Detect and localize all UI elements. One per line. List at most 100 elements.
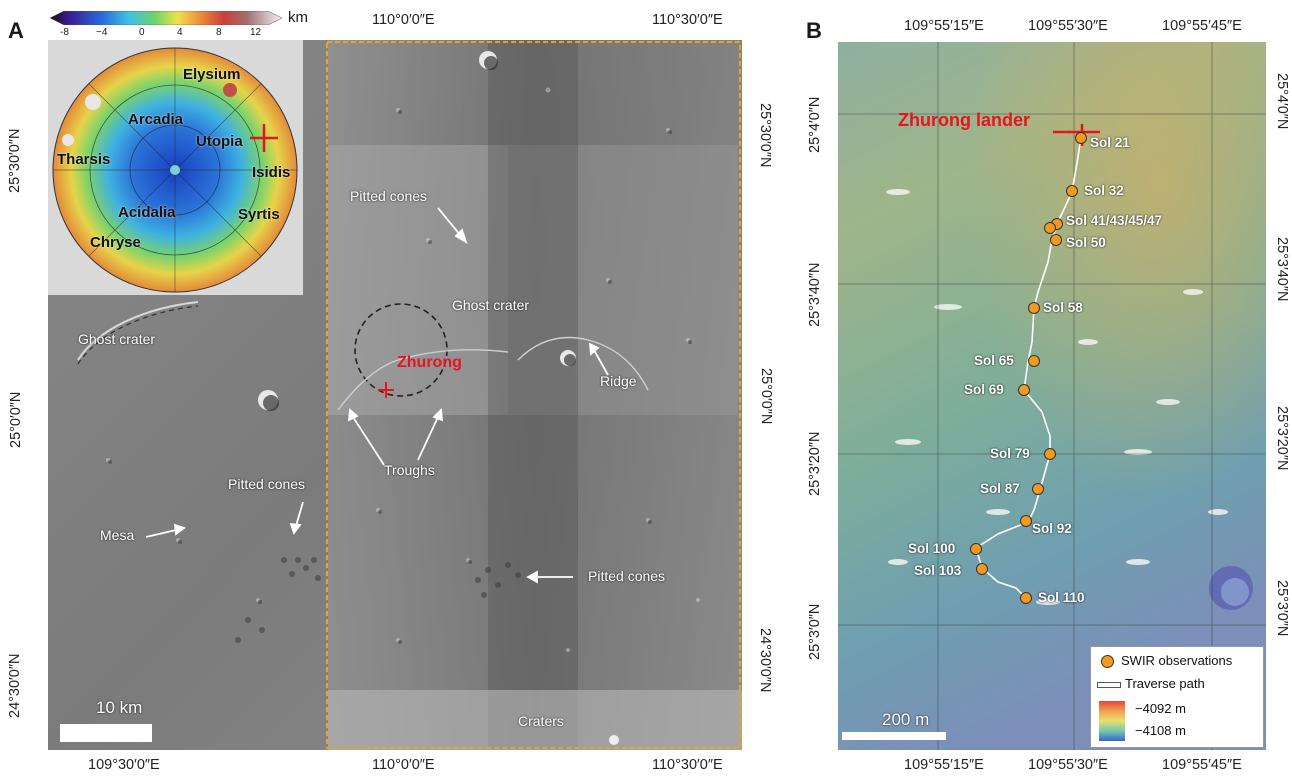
panel-a-right-tick-1: 25°30′0″N: [757, 103, 773, 168]
panel-a-top-tick-2: 110°30′0″E: [652, 12, 723, 28]
sol-label-32: Sol 32: [1084, 183, 1124, 198]
globe-label-chryse: Chryse: [90, 234, 141, 251]
sol-label-110: Sol 110: [1038, 590, 1085, 605]
sol-87-marker: [1032, 483, 1044, 495]
colorbar-tick-1: -8: [60, 27, 69, 38]
sol-label-50: Sol 50: [1066, 235, 1106, 250]
panel-a-scalebar-label: 10 km: [96, 698, 143, 717]
panel-b-left-tick-3: 25°3′20″N: [807, 431, 823, 496]
traverse-path: [975, 136, 1082, 599]
colorbar-tick-3: 0: [139, 27, 145, 38]
panel-b-right-tick-1: 25°4′0″N: [1274, 73, 1290, 130]
sol-label-79: Sol 79: [990, 446, 1030, 461]
panel-a-bottom-tick-3: 110°30′0″E: [652, 757, 723, 773]
label-pitted-cones-bottom: Pitted cones: [588, 568, 666, 584]
panel-b-top-tick-2: 109°55′30″E: [1028, 18, 1108, 34]
label-ridge: Ridge: [600, 373, 637, 389]
colorbar-tick-6: 12: [250, 27, 262, 38]
colorbar-unit: km: [288, 9, 308, 26]
sol-110-marker: [1020, 592, 1032, 604]
sol-50-marker: [1050, 234, 1062, 246]
sol-label-65: Sol 65: [974, 353, 1014, 368]
panel-b-bottom-tick-2: 109°55′30″E: [1028, 757, 1108, 773]
globe-label-utopia: Utopia: [196, 133, 243, 150]
panel-b-bottom-tick-1: 109°55′15″E: [904, 757, 984, 773]
globe-label-acidalia: Acidalia: [118, 204, 176, 221]
panel-a-right-tick-2: 25°0′0″N: [758, 368, 774, 425]
panel-b-letter: B: [806, 18, 822, 43]
panel-a-top-tick-1: 110°0′0″E: [372, 12, 435, 28]
legend-elev-low: −4108 m: [1135, 723, 1186, 738]
sol-label-92: Sol 92: [1032, 521, 1072, 536]
panel-a-left-tick-2: 25°0′0″N: [8, 391, 24, 448]
legend-path-label: Traverse path: [1125, 676, 1205, 691]
sol-label-41: Sol 41/43/45/47: [1066, 213, 1163, 228]
panel-a-map: [48, 40, 742, 750]
panel-a-left-tick-3: 24°30′0″N: [7, 653, 23, 718]
label-craters: Craters: [518, 713, 564, 729]
panel-b-scalebar-bar: [842, 732, 946, 740]
colorbar-svg: [49, 10, 283, 26]
label-pitted-cones-top: Pitted cones: [350, 188, 428, 204]
sol-41-47-marker-2: [1044, 222, 1056, 234]
panel-a-left-tick-1: 25°30′0″N: [7, 128, 23, 193]
globe-inset: [48, 40, 303, 295]
panel-a-bottom-tick-1: 109°30′0″E: [88, 757, 160, 773]
zhurong-lander-label: Zhurong lander: [898, 110, 1030, 130]
panel-b-top-tick-1: 109°55′15″E: [904, 18, 984, 34]
panel-b-right-tick-4: 25°3′0″N: [1274, 580, 1290, 637]
sol-label-58: Sol 58: [1043, 300, 1083, 315]
globe-label-elysium: Elysium: [183, 66, 241, 83]
legend: SWIR observations Traverse path −4092 m …: [1090, 646, 1264, 748]
sol-label-100: Sol 100: [908, 541, 956, 556]
sol-label-87: Sol 87: [980, 481, 1020, 496]
panel-b-top-tick-3: 109°55′45″E: [1162, 18, 1242, 34]
study-area-outline: [326, 41, 741, 749]
sol-92-marker: [1020, 515, 1032, 527]
globe-label-arcadia: Arcadia: [128, 111, 184, 128]
ghost-crater-circle: [354, 303, 448, 397]
panel-b-right-tick-2: 25°3′40″N: [1274, 237, 1290, 302]
panel-b-left-tick-2: 25°3′40″N: [807, 262, 823, 327]
panel-b-map-svg: [838, 42, 1266, 750]
panel-b-scalebar-label: 200 m: [882, 710, 930, 729]
sol-21-marker: [1075, 132, 1087, 144]
panel-a-scalebar-bar: [60, 724, 152, 742]
panel-b-bottom-tick-3: 109°55′45″E: [1162, 757, 1242, 773]
sol-label-69: Sol 69: [964, 382, 1004, 397]
sol-65-marker: [1028, 355, 1040, 367]
globe-label-isidis: Isidis: [252, 164, 291, 181]
legend-elev-high: −4092 m: [1135, 701, 1186, 716]
panel-b-right-tick-3: 25°3′20″N: [1274, 406, 1290, 471]
label-troughs: Troughs: [384, 462, 435, 478]
legend-elevation-ramp: [1099, 701, 1125, 741]
sol-58-marker: [1028, 302, 1040, 314]
sol-label-21: Sol 21: [1090, 135, 1130, 150]
colorbar-tick-2: −4: [96, 27, 108, 38]
sol-32-marker: [1066, 185, 1078, 197]
label-mesa: Mesa: [100, 527, 135, 543]
globe-label-tharsis: Tharsis: [57, 151, 111, 168]
label-ghost-crater-center: Ghost crater: [452, 297, 530, 313]
colorbar-tick-4: 4: [177, 27, 183, 38]
panel-a-letter: A: [8, 18, 24, 43]
legend-path-symbol: [1097, 682, 1121, 688]
ghost-crater-left-rim: [77, 301, 199, 361]
sol-label-103: Sol 103: [914, 563, 962, 578]
label-zhurong: Zhurong: [397, 354, 462, 371]
panel-b-left-tick-1: 25°4′0″N: [807, 96, 823, 153]
panel-a-bottom-tick-2: 110°0′0″E: [372, 757, 435, 773]
panel-b-map: [838, 42, 1266, 750]
sol-69-marker: [1018, 384, 1030, 396]
panel-a-right-tick-3: 24°30′0″N: [757, 628, 773, 693]
label-ghost-crater-left: Ghost crater: [78, 331, 156, 347]
panel-a-map-svg: [48, 40, 742, 750]
sol-100-marker: [970, 543, 982, 555]
sol-79-marker: [1044, 448, 1056, 460]
label-pitted-cones-left: Pitted cones: [228, 476, 306, 492]
colorbar: [49, 10, 283, 26]
legend-swir-label: SWIR observations: [1121, 653, 1233, 668]
globe-label-syrtis: Syrtis: [238, 206, 280, 223]
colorbar-tick-5: 8: [216, 27, 222, 38]
panel-b-left-tick-4: 25°3′0″N: [807, 603, 823, 660]
